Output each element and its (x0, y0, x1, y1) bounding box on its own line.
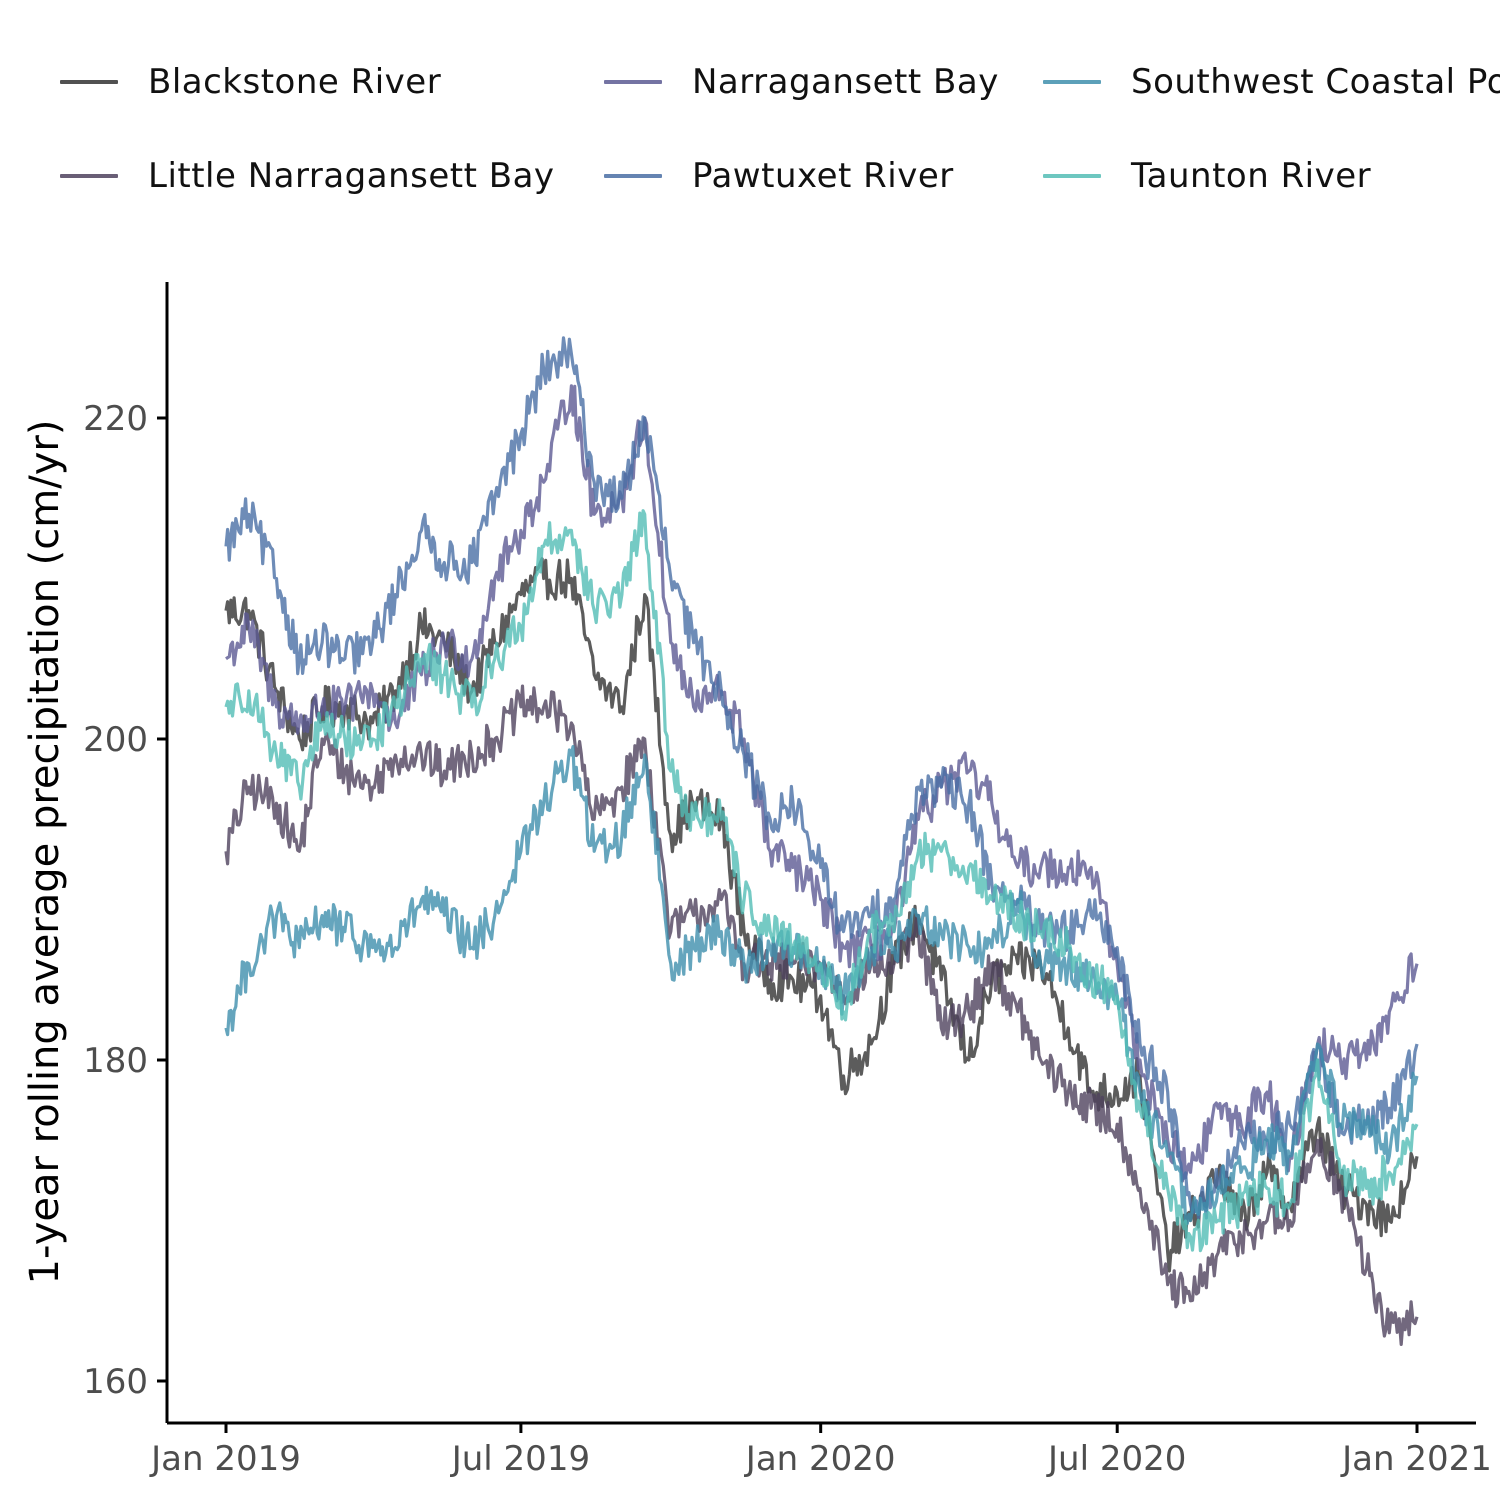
y-tick-label: 160 (83, 1362, 148, 1402)
legend-swatch (60, 80, 118, 84)
series-layer (224, 336, 1419, 1346)
y-tick-label: 220 (83, 399, 148, 439)
legend-item-narragansett-bay[interactable]: Narragansett Bay (604, 62, 999, 102)
legend-label: Taunton River (1131, 156, 1372, 196)
y-ticks: 160 180 200 220 (83, 399, 167, 1402)
x-tick-label: Jan 2021 (1340, 1439, 1492, 1479)
legend-swatch (1043, 174, 1101, 178)
x-tick-label: Jul 2019 (450, 1439, 590, 1479)
x-tick-label: Jan 2020 (744, 1439, 896, 1479)
legend-swatch (1043, 80, 1101, 84)
legend-swatch (60, 174, 118, 178)
legend-label: Little Narragansett Bay (148, 156, 555, 196)
y-axis-label: 1-year rolling average precipitation (cm… (22, 420, 68, 1285)
legend-label: Pawtuxet River (692, 156, 954, 196)
legend-swatch (604, 80, 662, 84)
series-line-taunton-river (224, 509, 1419, 1253)
legend-item-pawtuxet-river[interactable]: Pawtuxet River (604, 156, 954, 196)
legend-item-southwest-coastal-ponds[interactable]: Southwest Coastal Ponds (1043, 62, 1500, 102)
x-tick-label: Jan 2019 (149, 1439, 301, 1479)
series-line-narragansett-bay (225, 384, 1419, 1183)
legend-label: Blackstone River (148, 62, 442, 102)
x-ticks: Jan 2019 Jul 2019 Jan 2020 Jul 2020 Jan 2021 (149, 1423, 1492, 1479)
legend-item-blackstone-river[interactable]: Blackstone River (60, 62, 441, 102)
legend-item-taunton-river[interactable]: Taunton River (1043, 156, 1371, 196)
legend-item-little-narragansett-bay[interactable]: Little Narragansett Bay (60, 156, 555, 196)
legend: Blackstone River Narragansett Bay Southw… (0, 0, 1500, 240)
y-tick-label: 200 (83, 720, 148, 760)
legend-label: Southwest Coastal Ponds (1131, 62, 1500, 102)
legend-label: Narragansett Bay (692, 62, 999, 102)
series-line-pawtuxet-river (224, 336, 1419, 1220)
y-tick-label: 180 (83, 1041, 148, 1081)
x-tick-label: Jul 2020 (1046, 1439, 1186, 1479)
legend-swatch (604, 174, 662, 178)
